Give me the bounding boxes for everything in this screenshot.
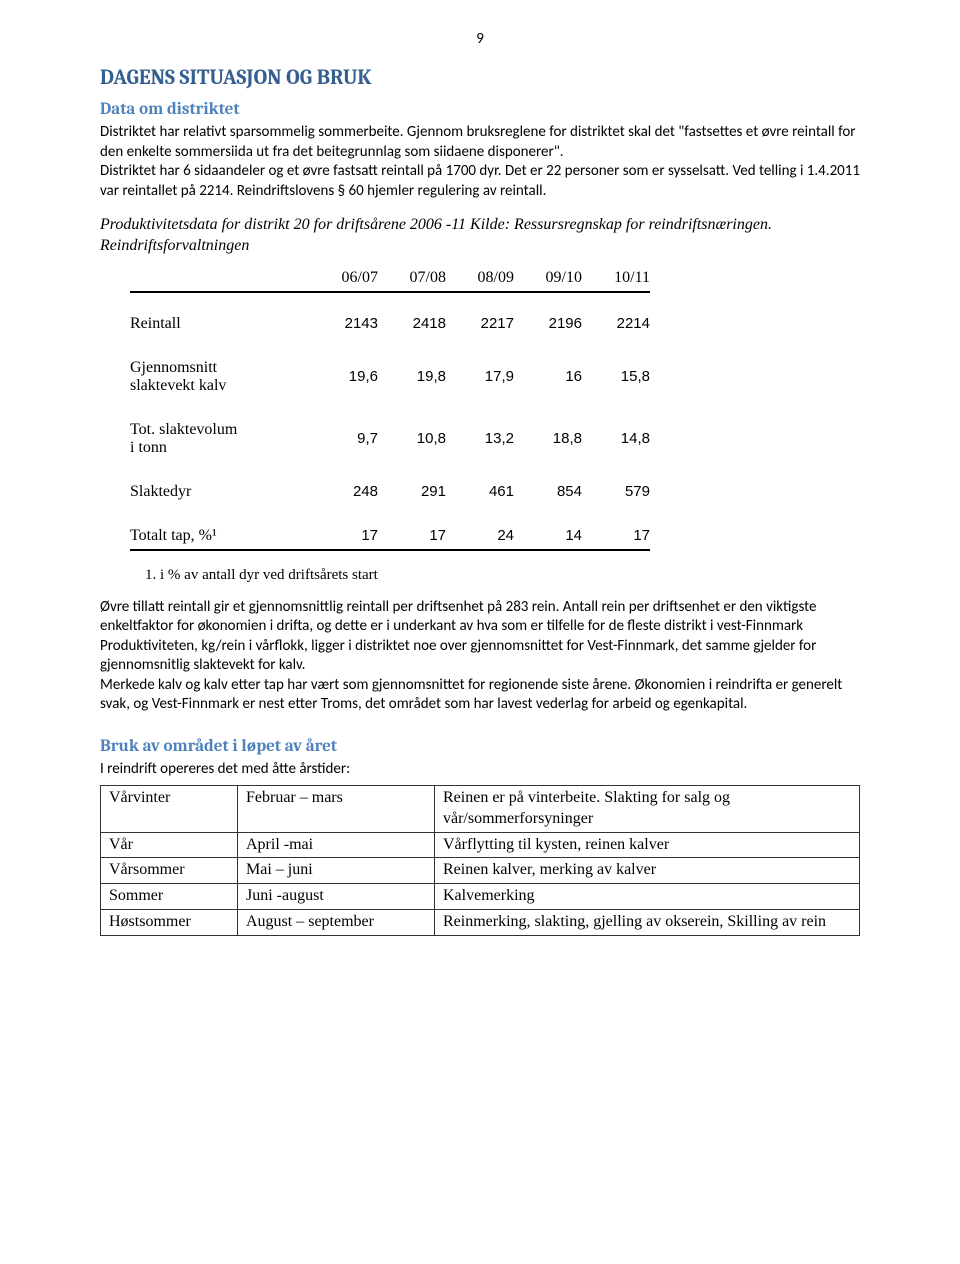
- cell: 17: [310, 523, 378, 550]
- col-0607: 06/07: [310, 265, 378, 292]
- heading-situasjon: DAGENS SITUASJON OG BRUK: [100, 66, 860, 90]
- season-row: SommerJuni -augustKalvemerking: [101, 884, 860, 910]
- cell: 461: [446, 479, 514, 505]
- cell: 19,6: [310, 355, 378, 399]
- document-page: 9 DAGENS SITUASJON OG BRUK Data om distr…: [0, 0, 960, 1264]
- cell: 13,2: [446, 417, 514, 461]
- season-desc: Reinmerking, slakting, gjelling av okser…: [435, 910, 860, 936]
- col-0708: 07/08: [378, 265, 446, 292]
- season-period: Juni -august: [238, 884, 435, 910]
- season-desc: Vårflytting til kysten, reinen kalver: [435, 832, 860, 858]
- table-corner: [130, 265, 310, 292]
- season-period: Mai – juni: [238, 858, 435, 884]
- cell: 17: [582, 523, 650, 550]
- season-name: Vår: [101, 832, 238, 858]
- season-name: Sommer: [101, 884, 238, 910]
- heading-data-om-distriktet: Data om distriktet: [100, 100, 860, 119]
- cell: 17: [378, 523, 446, 550]
- cell: 248: [310, 479, 378, 505]
- table-row: Slaktedyr248291461854579: [130, 479, 650, 505]
- season-name: Høstsommer: [101, 910, 238, 936]
- para2-text: Distriktet har 6 sidaandeler og et øvre …: [100, 162, 860, 200]
- season-period: April -mai: [238, 832, 435, 858]
- cell: 19,8: [378, 355, 446, 399]
- row-label: Tot. slaktevolumi tonn: [130, 417, 310, 461]
- cell: 2143: [310, 311, 378, 337]
- cell: 2214: [582, 311, 650, 337]
- cell: 2418: [378, 311, 446, 337]
- row-label: Slaktedyr: [130, 479, 310, 505]
- season-desc: Reinen kalver, merking av kalver: [435, 858, 860, 884]
- season-period: August – september: [238, 910, 435, 936]
- col-1011: 10/11: [582, 265, 650, 292]
- page-number: 9: [100, 30, 860, 48]
- cell: 16: [514, 355, 582, 399]
- table-caption: Produktivitetsdata for distrikt 20 for d…: [100, 215, 860, 257]
- footnote-1: i % av antall dyr ved driftsårets start: [160, 567, 860, 584]
- paragraph-1: Distriktet har relativt sparsommelig som…: [100, 123, 860, 201]
- season-row: VårvinterFebruar – marsReinen er på vint…: [101, 786, 860, 833]
- paragraph-5: Merkede kalv og kalv etter tap har vært …: [100, 676, 860, 715]
- season-name: Vårsommer: [101, 858, 238, 884]
- season-desc: Reinen er på vinterbeite. Slakting for s…: [435, 786, 860, 833]
- season-desc: Kalvemerking: [435, 884, 860, 910]
- table-row: Totalt tap, %¹1717241417: [130, 523, 650, 550]
- para1-text: Distriktet har relativt sparsommelig som…: [100, 123, 856, 161]
- paragraph-4: Produktiviteten, kg/rein i vårflokk, lig…: [100, 637, 860, 676]
- cell: 18,8: [514, 417, 582, 461]
- cell: 9,7: [310, 417, 378, 461]
- table-row: Tot. slaktevolumi tonn9,710,813,218,814,…: [130, 417, 650, 461]
- paragraph-3: Øvre tillatt reintall gir et gjennomsnit…: [100, 598, 860, 637]
- row-label: Totalt tap, %¹: [130, 523, 310, 550]
- cell: 2217: [446, 311, 514, 337]
- heading-bruk: Bruk av området i løpet av året: [100, 737, 860, 756]
- cell: 854: [514, 479, 582, 505]
- cell: 14,8: [582, 417, 650, 461]
- row-label: Gjennomsnittslaktevekt kalv: [130, 355, 310, 399]
- col-0910: 09/10: [514, 265, 582, 292]
- table-row: Reintall21432418221721962214: [130, 311, 650, 337]
- cell: 14: [514, 523, 582, 550]
- row-label: Reintall: [130, 311, 310, 337]
- season-row: VårsommerMai – juniReinen kalver, merkin…: [101, 858, 860, 884]
- cell: 24: [446, 523, 514, 550]
- seasons-table: VårvinterFebruar – marsReinen er på vint…: [100, 785, 860, 936]
- col-0809: 08/09: [446, 265, 514, 292]
- season-row: VårApril -maiVårflytting til kysten, rei…: [101, 832, 860, 858]
- cell: 15,8: [582, 355, 650, 399]
- cell: 291: [378, 479, 446, 505]
- table-row: Gjennomsnittslaktevekt kalv19,619,817,91…: [130, 355, 650, 399]
- cell: 2196: [514, 311, 582, 337]
- cell: 17,9: [446, 355, 514, 399]
- cell: 10,8: [378, 417, 446, 461]
- bruk-intro: I reindrift opereres det med åtte årstid…: [100, 760, 860, 780]
- productivity-table: 06/07 07/08 08/09 09/10 10/11 Reintall21…: [130, 265, 650, 559]
- season-row: HøstsommerAugust – septemberReinmerking,…: [101, 910, 860, 936]
- season-period: Februar – mars: [238, 786, 435, 833]
- cell: 579: [582, 479, 650, 505]
- season-name: Vårvinter: [101, 786, 238, 833]
- table-footnote-list: i % av antall dyr ved driftsårets start: [160, 567, 860, 584]
